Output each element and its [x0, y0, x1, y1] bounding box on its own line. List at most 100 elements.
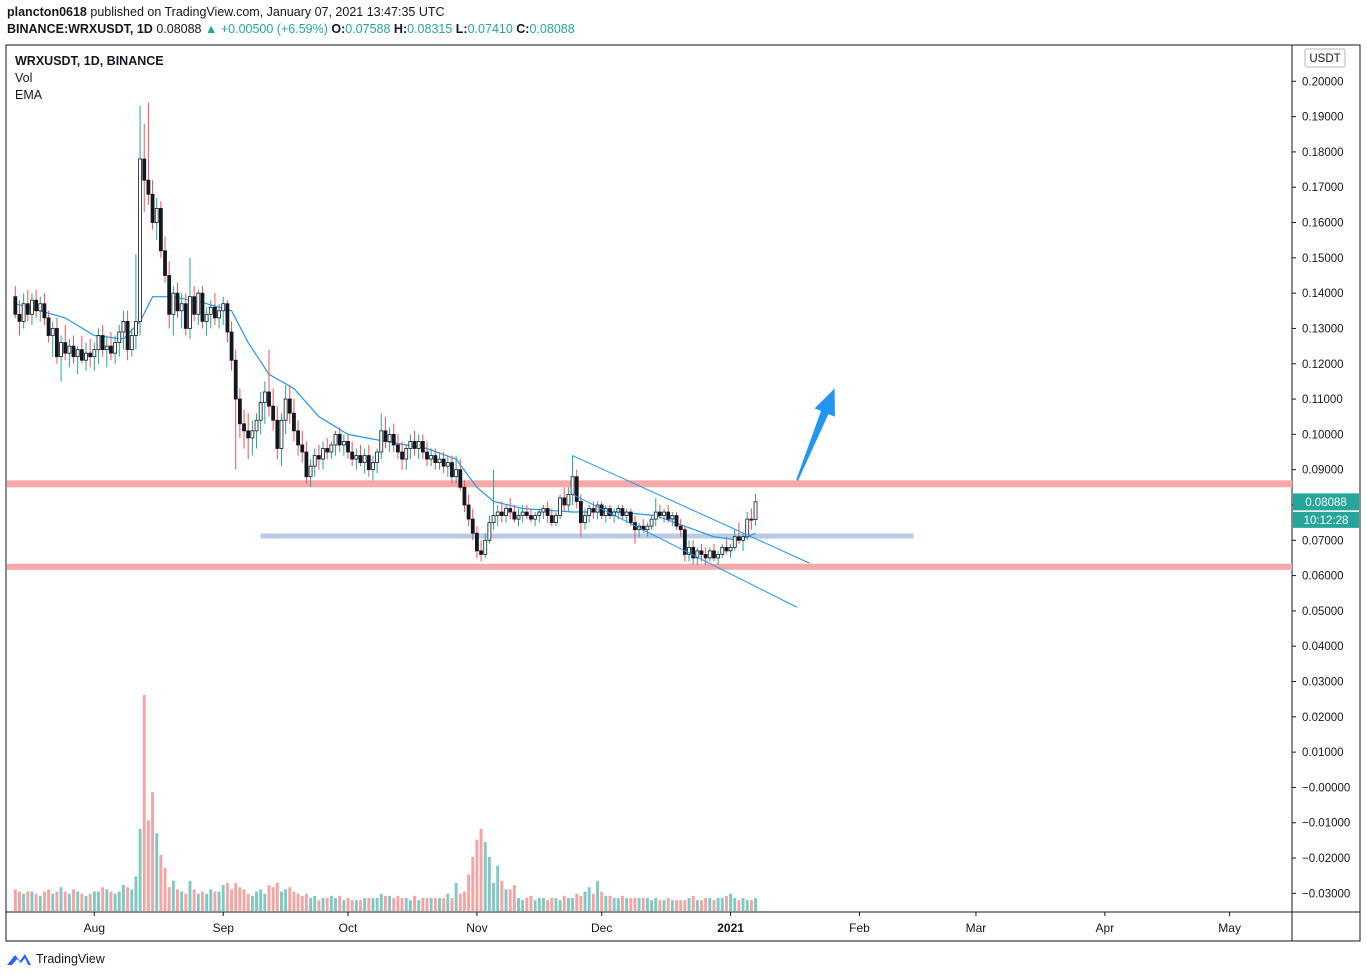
- candle-body: [113, 342, 118, 354]
- legend-ema[interactable]: EMA: [15, 88, 43, 102]
- volume-bar: [275, 882, 279, 911]
- volume-bar: [363, 898, 367, 911]
- volume-bar: [700, 900, 703, 911]
- candle-body: [554, 515, 558, 524]
- volume-bar: [26, 891, 30, 911]
- candle-body: [67, 345, 72, 354]
- volume-bar: [379, 893, 383, 911]
- chart-frame: [5, 44, 1361, 942]
- volume-bar: [554, 898, 558, 911]
- candle-body: [300, 444, 305, 453]
- candle-body: [71, 345, 76, 358]
- candle-body: [391, 433, 396, 446]
- time-tick-label: Dec: [591, 921, 612, 935]
- volume-bar: [462, 891, 466, 911]
- volume-bar: [413, 895, 416, 911]
- volume-bar: [637, 898, 641, 911]
- price-tick-label: 0.12000: [1302, 359, 1344, 371]
- volume-bar: [105, 889, 109, 911]
- volume-bar: [749, 900, 753, 911]
- volume-bar: [167, 887, 171, 911]
- volume-bar: [508, 889, 512, 911]
- volume-bar: [608, 895, 612, 911]
- volume-bar: [645, 898, 649, 911]
- volume-bar: [117, 891, 121, 911]
- price-tick-label: 0.19000: [1302, 112, 1344, 124]
- volume-bar: [542, 898, 545, 911]
- channel-upper-line[interactable]: [572, 455, 810, 564]
- candle-body: [150, 193, 155, 223]
- volume-bar: [192, 889, 196, 911]
- volume-bar: [317, 900, 321, 911]
- volume-bar: [313, 895, 317, 911]
- candle-body: [88, 352, 93, 358]
- volume-bar: [205, 893, 209, 911]
- candle-body: [217, 310, 221, 319]
- volume-bar: [670, 900, 674, 911]
- volume-bar: [483, 841, 487, 911]
- volume-bar: [625, 898, 629, 911]
- volume-bar: [720, 898, 724, 911]
- volume-bar: [408, 900, 412, 911]
- candle-body: [591, 508, 596, 513]
- candle-body: [649, 518, 654, 527]
- candle-body: [375, 451, 380, 464]
- channel-lower-line[interactable]: [572, 493, 798, 608]
- volume-bar: [51, 893, 55, 911]
- volume-bar: [442, 898, 446, 911]
- time-tick-label: Oct: [339, 921, 358, 935]
- volume-bar: [292, 891, 296, 911]
- volume-bar: [612, 898, 616, 911]
- legend-vol[interactable]: Vol: [15, 71, 33, 85]
- volume-bar: [404, 898, 408, 911]
- legend-symbol: WRXUSDT, 1D, BINANCE: [15, 54, 164, 68]
- candle-body: [720, 546, 725, 555]
- chart-legend: WRXUSDT, 1D, BINANCE Vol EMA: [15, 53, 164, 104]
- countdown-tag-label: 10:12:28: [1304, 515, 1349, 527]
- volume-bar: [255, 891, 258, 911]
- candle-body: [516, 515, 521, 520]
- candle-body: [599, 504, 604, 516]
- candle-body: [549, 515, 554, 524]
- candle-body: [275, 419, 280, 449]
- volume-bar: [284, 889, 288, 911]
- currency-box[interactable]: [1304, 48, 1346, 68]
- publisher-name: plancton0618: [7, 5, 87, 19]
- candle-body: [396, 444, 400, 453]
- volume-bar: [579, 895, 583, 911]
- tradingview-logo-icon: [7, 954, 31, 965]
- close-value: 0.08088: [529, 22, 575, 36]
- volume-bar: [346, 898, 350, 911]
- candle-body: [574, 476, 579, 502]
- volume-bar: [250, 895, 254, 911]
- candle-body: [570, 476, 575, 495]
- candle-body: [50, 328, 55, 336]
- candle-body: [695, 550, 700, 559]
- high-value: 0.08315: [407, 22, 453, 36]
- resistance-zone[interactable]: [7, 480, 1292, 488]
- volume-bar: [504, 889, 508, 911]
- volume-bar: [67, 893, 71, 911]
- volume-bar: [467, 874, 471, 911]
- volume-bar: [209, 889, 213, 911]
- volume-bar: [621, 895, 624, 911]
- candle-body: [341, 441, 346, 446]
- arrow-up-icon[interactable]: [796, 388, 835, 481]
- mid-level-zone[interactable]: [260, 533, 914, 539]
- candle-body: [404, 448, 409, 460]
- volume-bar: [537, 898, 541, 911]
- volume-bar: [242, 889, 246, 911]
- volume-bar: [587, 887, 591, 911]
- candle-body: [125, 320, 130, 351]
- candle-body: [337, 433, 342, 446]
- candle-body: [728, 546, 733, 552]
- volume-bar: [641, 898, 645, 911]
- candle-body: [462, 486, 467, 506]
- candle-body: [529, 515, 533, 520]
- candle-body: [712, 550, 716, 559]
- candle-body: [753, 501, 758, 520]
- candle-body: [38, 303, 43, 312]
- support-zone[interactable]: [7, 563, 1292, 570]
- volume-bar: [566, 898, 570, 911]
